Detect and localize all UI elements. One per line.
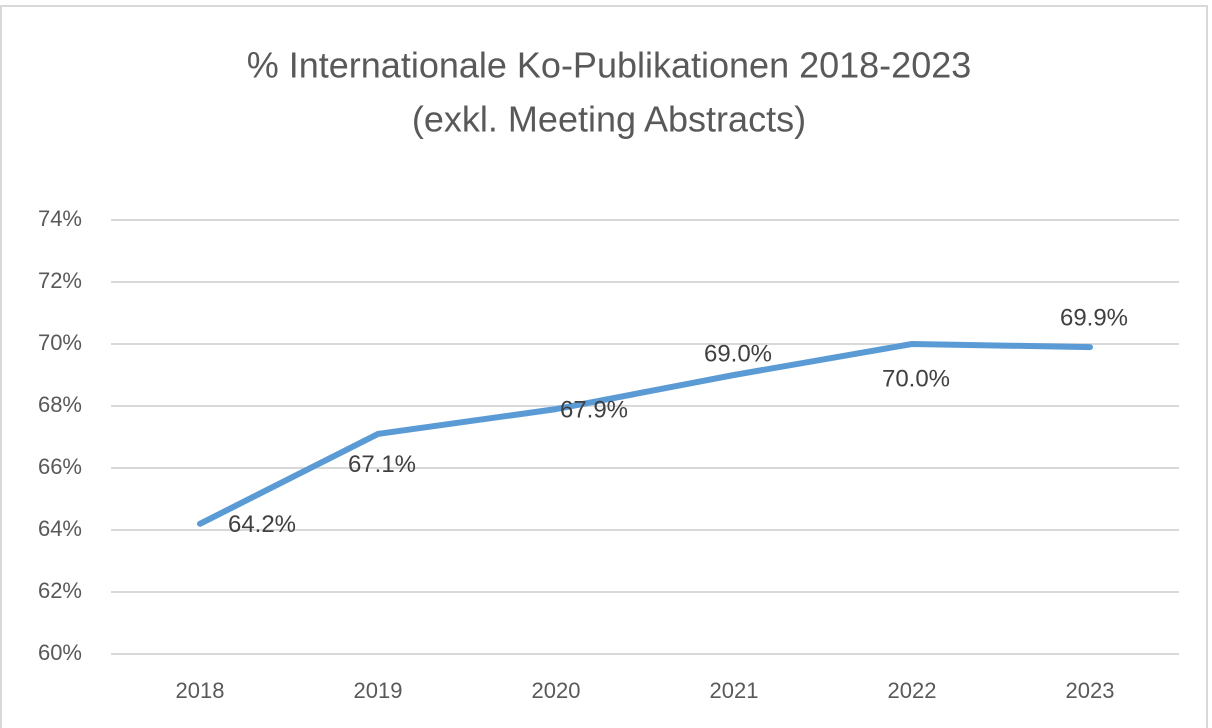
data-label: 67.9% (560, 396, 628, 423)
y-tick-label: 62% (38, 578, 82, 603)
chart-title: % Internationale Ko-Publikationen 2018-2… (247, 45, 972, 86)
data-line (197, 341, 1093, 527)
data-label: 70.0% (882, 365, 950, 392)
y-tick-label: 72% (38, 268, 82, 293)
x-tick-label: 2018 (176, 678, 225, 703)
data-label: 67.1% (348, 451, 416, 478)
y-tick-label: 74% (38, 206, 82, 231)
data-label: 69.9% (1060, 304, 1128, 331)
y-tick-label: 68% (38, 392, 82, 417)
y-tick-label: 64% (38, 516, 82, 541)
x-tick-label: 2023 (1066, 678, 1115, 703)
data-label: 64.2% (228, 511, 296, 538)
y-tick-label: 60% (38, 640, 82, 665)
y-tick-label: 70% (38, 330, 82, 355)
chart-subtitle: (exkl. Meeting Abstracts) (412, 99, 806, 140)
y-tick-label: 66% (38, 454, 82, 479)
x-tick-label: 2019 (354, 678, 403, 703)
x-tick-label: 2022 (888, 678, 937, 703)
data-label: 69.0% (704, 340, 772, 367)
chart-frame (0, 5, 1208, 728)
x-tick-label: 2020 (532, 678, 581, 703)
x-tick-label: 2021 (710, 678, 759, 703)
